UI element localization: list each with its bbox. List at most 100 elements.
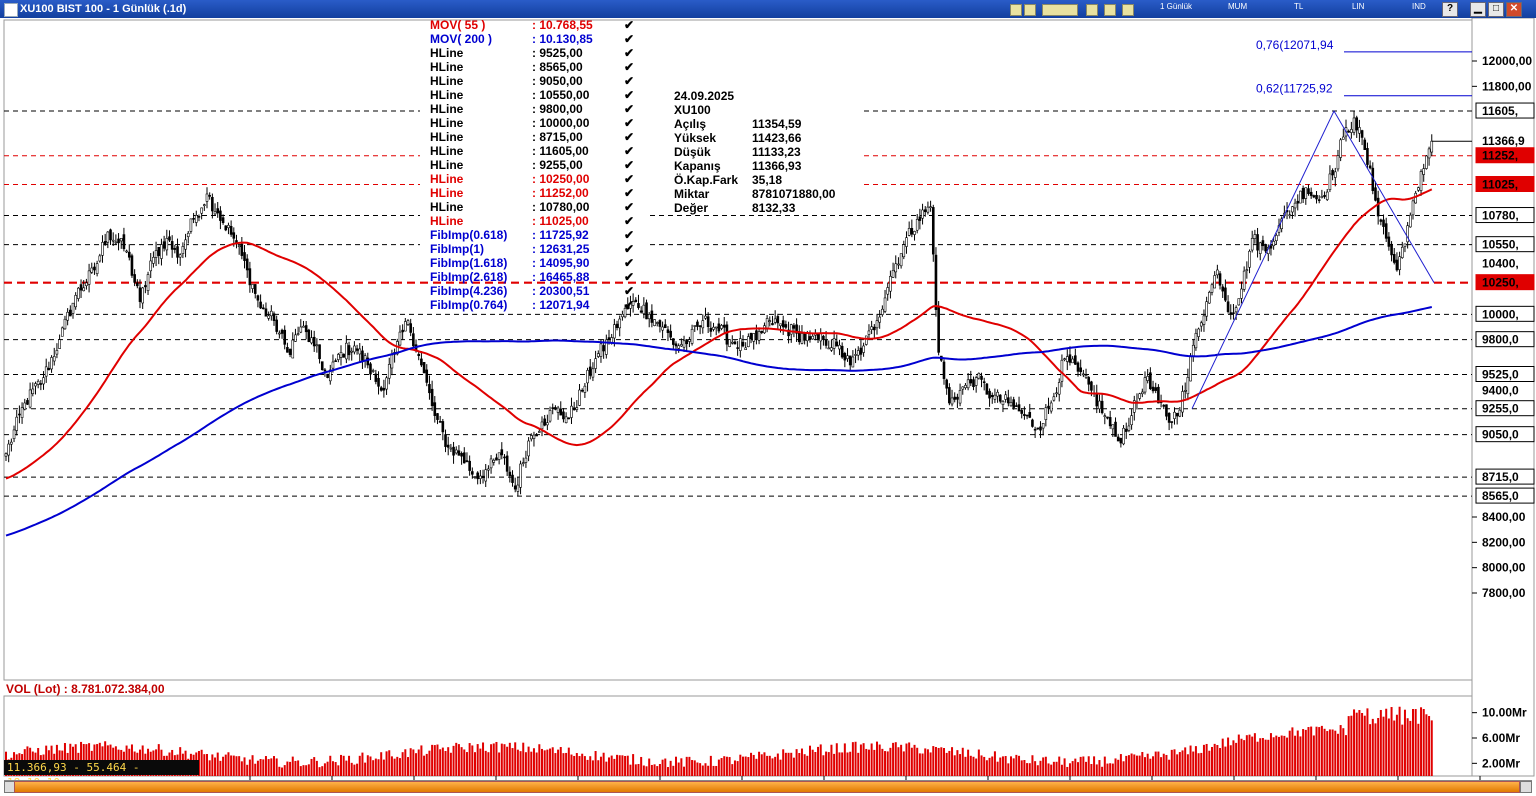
- legend-name: FibImp(0.764): [430, 298, 508, 312]
- legend-check-icon[interactable]: ✔: [624, 144, 635, 158]
- minimize-icon[interactable]: ▁: [1470, 2, 1486, 17]
- candle-body: [1074, 355, 1077, 365]
- candle-body: [296, 333, 300, 335]
- legend-check-icon[interactable]: ✔: [624, 256, 635, 270]
- volume-bar: [723, 756, 726, 776]
- volume-bar: [1090, 763, 1093, 776]
- candle-body: [44, 366, 48, 377]
- volume-bar: [991, 756, 994, 776]
- toolbar-currency[interactable]: TL: [1294, 2, 1304, 11]
- scrollbar-thumb[interactable]: [14, 781, 1520, 793]
- maximize-icon[interactable]: □: [1488, 2, 1504, 17]
- volume-bar: [1318, 727, 1321, 776]
- candle-body: [31, 388, 35, 394]
- candle-body: [149, 260, 153, 272]
- volume-bar: [846, 752, 849, 776]
- candle-body: [554, 407, 557, 410]
- close-icon[interactable]: ✕: [1506, 2, 1522, 17]
- candle-body: [548, 409, 552, 422]
- hline-label-box: [1475, 236, 1535, 253]
- toolbar-chip-icon[interactable]: [1104, 4, 1116, 16]
- candle-body: [910, 228, 914, 235]
- legend-check-icon[interactable]: ✔: [624, 200, 635, 214]
- candle-body: [1320, 196, 1324, 199]
- volume-bar: [1119, 754, 1122, 776]
- candle-body: [1149, 372, 1152, 390]
- candle-body: [58, 339, 61, 349]
- legend-check-icon[interactable]: ✔: [624, 186, 635, 200]
- legend-check-icon[interactable]: ✔: [624, 172, 635, 186]
- candle-body: [902, 244, 906, 258]
- price-axis: [1471, 18, 1535, 777]
- volume-bar: [543, 750, 546, 776]
- legend-check-icon[interactable]: ✔: [624, 242, 635, 256]
- candle-body: [291, 339, 295, 359]
- candle-body: [192, 218, 195, 220]
- volume-bar: [758, 751, 761, 776]
- candle-body: [1065, 356, 1069, 362]
- candle-body: [1039, 426, 1042, 431]
- legend-check-icon[interactable]: ✔: [624, 284, 635, 298]
- legend-check-icon[interactable]: ✔: [624, 60, 635, 74]
- help-icon[interactable]: ?: [1442, 2, 1458, 17]
- candle-body: [1210, 284, 1214, 293]
- legend-check-icon[interactable]: ✔: [624, 102, 635, 116]
- volume-bar: [1144, 757, 1146, 776]
- toolbar-chip-icon[interactable]: [1042, 4, 1078, 16]
- candle-body: [822, 335, 825, 340]
- volume-bar: [943, 748, 945, 776]
- candle-body: [10, 441, 13, 445]
- legend-check-icon[interactable]: ✔: [624, 18, 635, 32]
- legend-name: MOV( 55 ): [430, 18, 486, 32]
- candle-body: [194, 215, 198, 223]
- volume-bar: [270, 758, 273, 776]
- candle-body: [401, 329, 404, 333]
- price-chart[interactable]: 0,76(12071,94 0,62(11725,92 12000,00 11800,…: [0, 18, 1536, 796]
- legend-check-icon[interactable]: ✔: [624, 214, 635, 228]
- legend-check-icon[interactable]: ✔: [624, 158, 635, 172]
- candle-body: [205, 193, 209, 202]
- legend-check-icon[interactable]: ✔: [624, 74, 635, 88]
- candle-body: [792, 325, 796, 329]
- legend-check-icon[interactable]: ✔: [624, 270, 635, 284]
- toolbar-period[interactable]: 1 Günlük: [1160, 2, 1193, 11]
- candle-body: [1012, 399, 1015, 408]
- toolbar-chip-icon[interactable]: [1122, 4, 1134, 16]
- toolbar-chip-icon[interactable]: [1010, 4, 1022, 16]
- candle-body: [1114, 421, 1117, 437]
- candle-body: [972, 379, 975, 388]
- candle-body: [1317, 199, 1321, 201]
- toolbar-chart-type[interactable]: MUM: [1228, 2, 1248, 11]
- candle-body: [1342, 136, 1345, 140]
- candle-body: [240, 243, 244, 256]
- ohlc-label: Ö.Kap.Fark: [674, 173, 739, 187]
- y-tick-label: 11800,00: [1482, 79, 1532, 93]
- candle-body: [1162, 404, 1166, 407]
- legend-check-icon[interactable]: ✔: [624, 298, 635, 312]
- volume-bar: [910, 747, 913, 776]
- candle-body: [1352, 117, 1356, 133]
- volume-bar: [366, 755, 369, 776]
- volume-bar: [1331, 729, 1334, 776]
- legend-check-icon[interactable]: ✔: [624, 46, 635, 60]
- legend-check-icon[interactable]: ✔: [624, 116, 635, 130]
- toolbar-scale[interactable]: LIN: [1352, 2, 1365, 11]
- toolbar-indicators[interactable]: IND: [1412, 2, 1426, 11]
- candle-body: [752, 333, 756, 342]
- candle-body: [229, 225, 233, 235]
- legend-check-icon[interactable]: ✔: [624, 130, 635, 144]
- candle-body: [698, 325, 702, 327]
- scroll-right-icon[interactable]: [1520, 781, 1532, 793]
- volume-bar: [814, 751, 817, 776]
- candle-body: [816, 333, 820, 340]
- title-bar: XU100 BIST 100 - 1 Günlük (.1d) 1 Günlük…: [0, 0, 1536, 18]
- legend-check-icon[interactable]: ✔: [624, 228, 635, 242]
- toolbar-chip-icon[interactable]: [1024, 4, 1036, 16]
- candle-body: [90, 267, 94, 273]
- candle-body: [1411, 200, 1415, 216]
- legend-check-icon[interactable]: ✔: [624, 88, 635, 102]
- toolbar-chip-icon[interactable]: [1086, 4, 1098, 16]
- volume-bar: [238, 756, 241, 776]
- candle-body: [843, 353, 847, 361]
- legend-check-icon[interactable]: ✔: [624, 32, 635, 46]
